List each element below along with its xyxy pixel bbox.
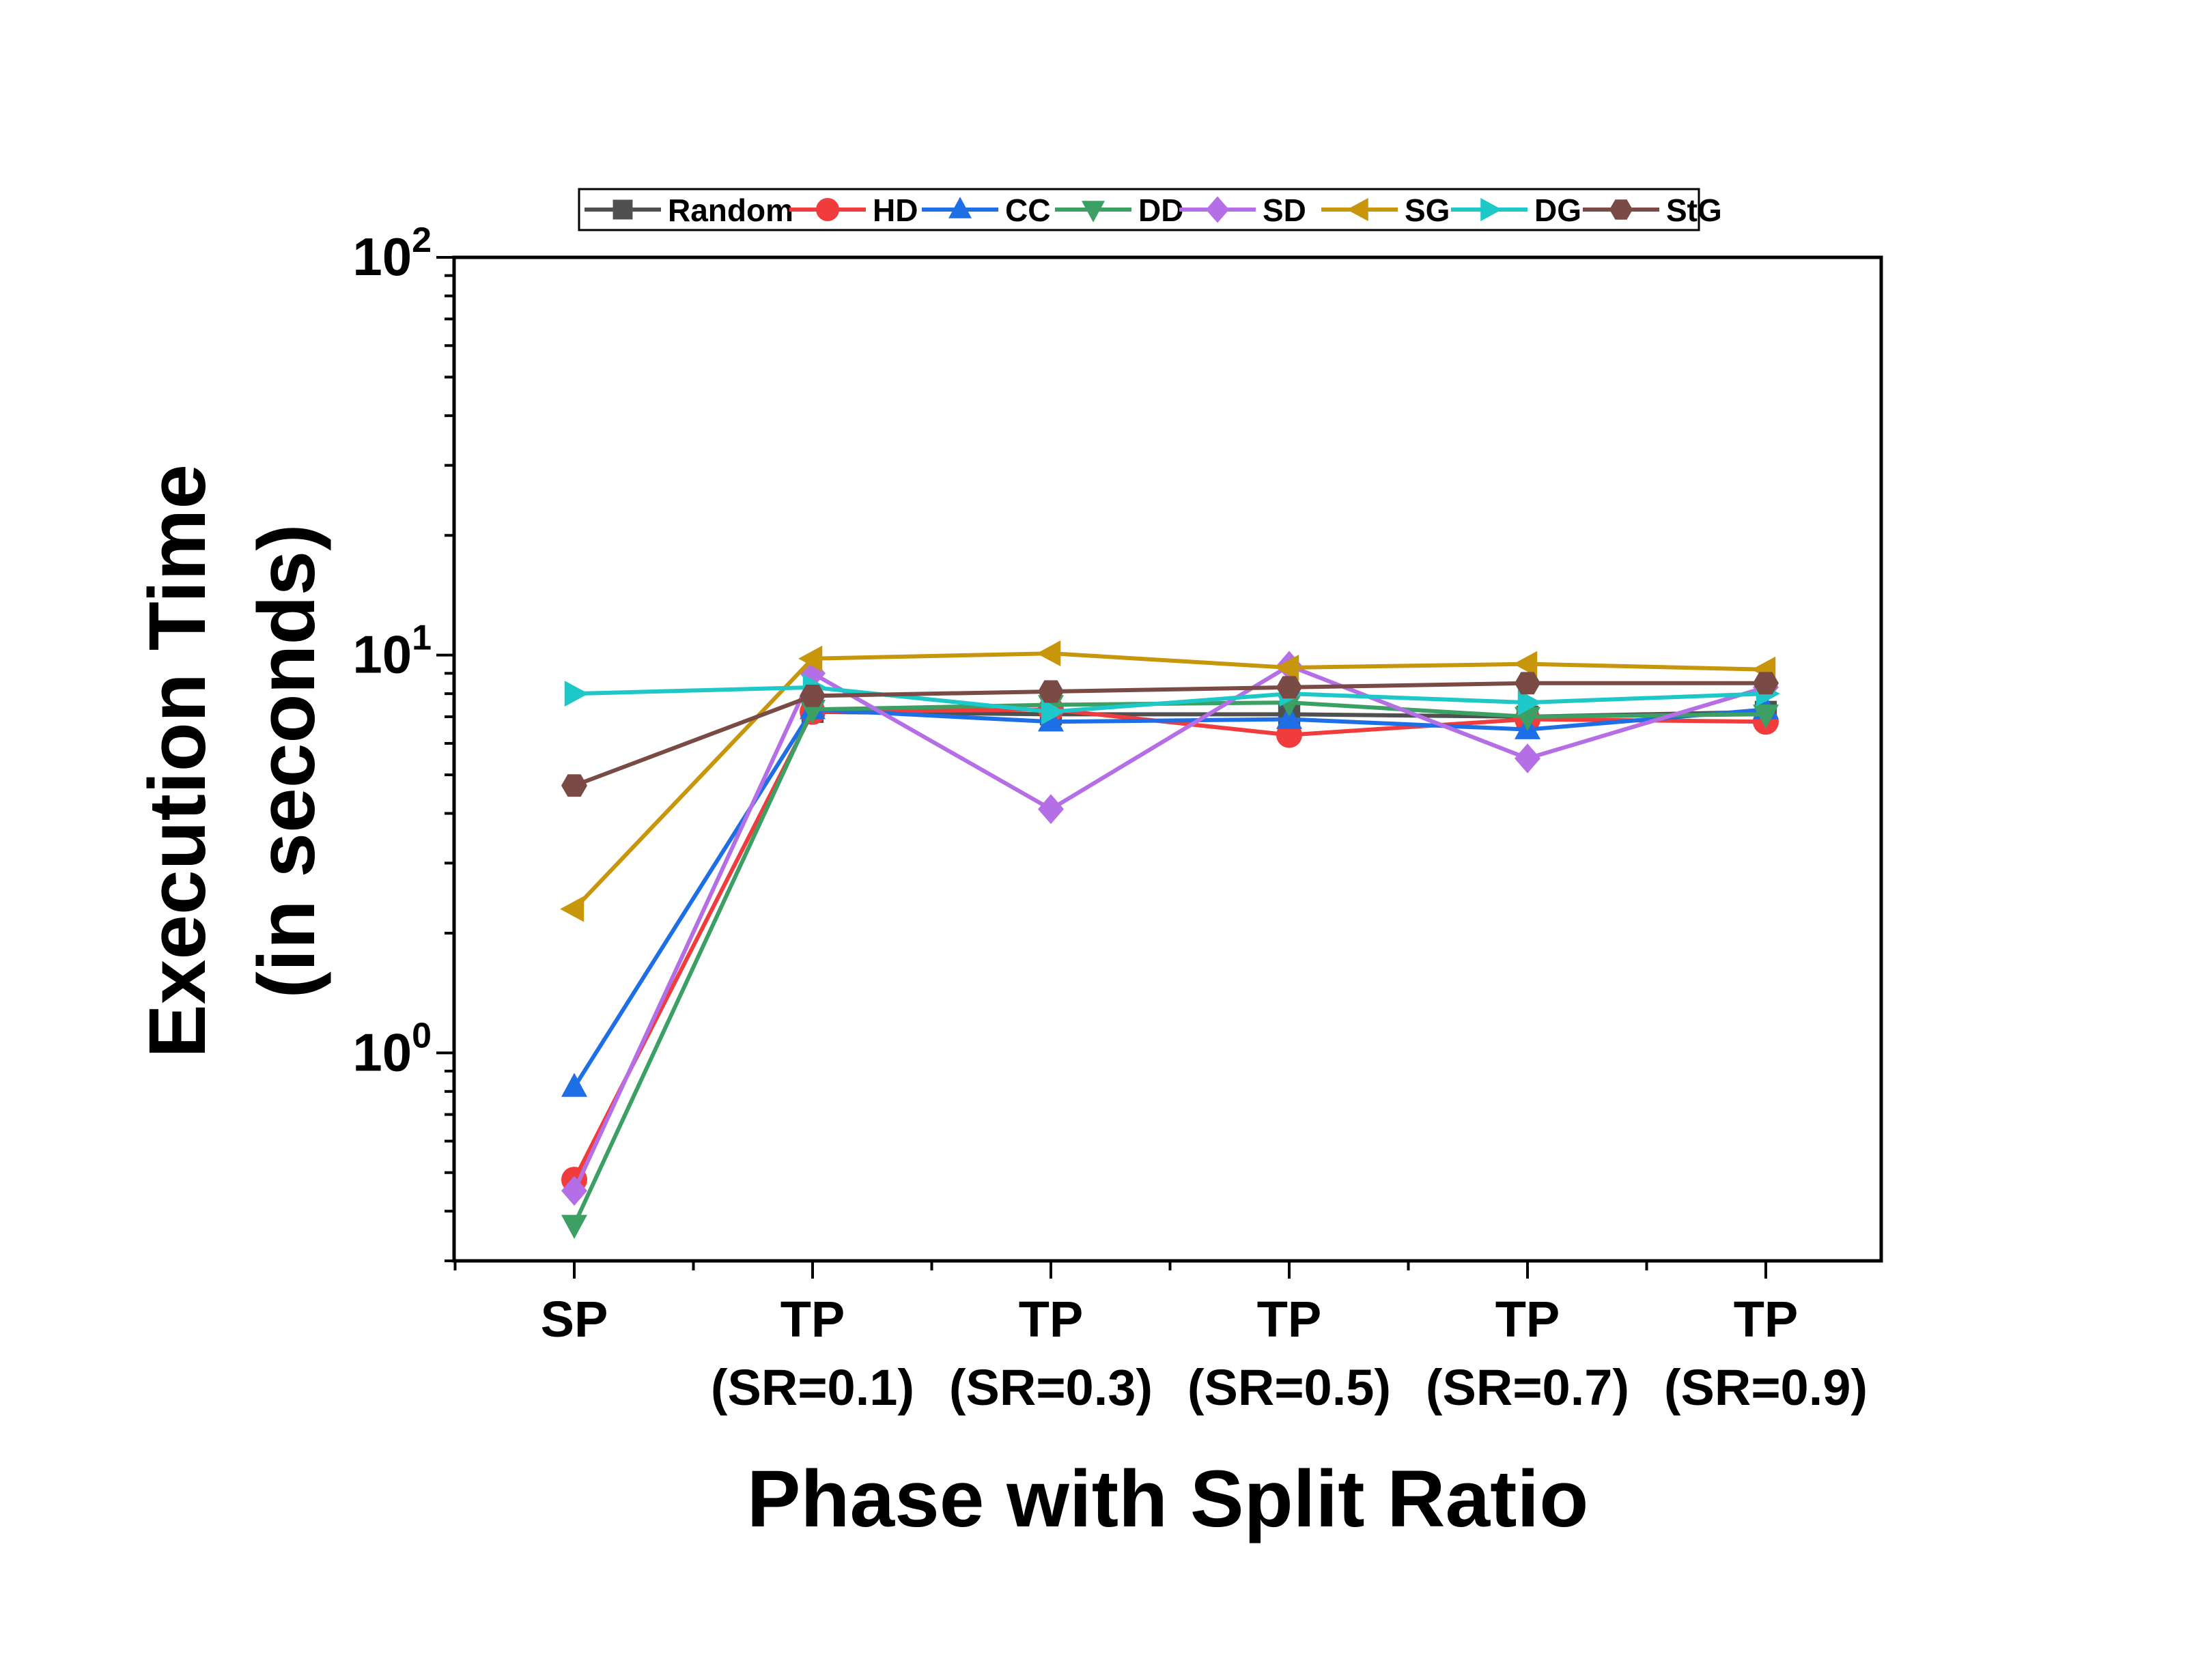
legend-marker bbox=[1206, 196, 1229, 223]
x-tick-label: TP bbox=[1495, 1291, 1560, 1348]
legend-marker bbox=[1347, 198, 1368, 221]
legend-label: DG bbox=[1534, 193, 1581, 228]
series-line bbox=[572, 651, 1766, 911]
y-tick-label-base: 10 bbox=[352, 227, 412, 287]
x-tick-label: (SR=0.1) bbox=[711, 1359, 914, 1416]
legend-label: Random bbox=[668, 193, 793, 228]
series-line bbox=[574, 685, 1766, 714]
x-tick-label: TP bbox=[1257, 1291, 1322, 1348]
y-tick-label: 101 bbox=[352, 618, 432, 685]
legend-marker bbox=[1480, 198, 1502, 221]
data-point bbox=[1515, 672, 1540, 695]
data-point bbox=[798, 645, 823, 672]
data-point bbox=[1037, 640, 1061, 667]
data-point bbox=[1038, 794, 1064, 825]
x-tick-label: TP bbox=[1019, 1291, 1084, 1348]
data-point bbox=[1041, 698, 1065, 725]
x-axis-title: Phase with Split Ratio bbox=[747, 1454, 1589, 1544]
x-tick-label: SP bbox=[541, 1291, 608, 1348]
y-tick-label: 102 bbox=[352, 220, 432, 287]
data-point bbox=[560, 896, 585, 922]
series-line bbox=[573, 681, 1766, 788]
legend-marker bbox=[1609, 199, 1633, 220]
data-point bbox=[1038, 680, 1064, 703]
legend-label: CC bbox=[1005, 193, 1050, 228]
legend-label: DD bbox=[1138, 193, 1183, 228]
y-tick-label-exponent: 1 bbox=[412, 618, 432, 658]
data-point bbox=[1515, 743, 1540, 773]
data-point bbox=[1513, 651, 1538, 677]
y-tick-label-base: 10 bbox=[352, 625, 412, 685]
y-tick-label-exponent: 2 bbox=[412, 220, 432, 260]
data-point bbox=[564, 681, 589, 707]
legend-marker bbox=[1082, 201, 1105, 223]
x-tick-label: (SR=0.9) bbox=[1664, 1359, 1868, 1416]
legend-label: SG bbox=[1405, 193, 1450, 228]
data-point bbox=[1275, 655, 1299, 681]
data-point bbox=[1276, 676, 1302, 699]
x-tick-label: TP bbox=[1734, 1291, 1799, 1348]
series-line bbox=[572, 707, 1766, 1089]
data-point bbox=[1753, 672, 1779, 695]
legend-label: SD bbox=[1263, 193, 1306, 228]
x-tick-label: (SR=0.7) bbox=[1426, 1359, 1629, 1416]
series-stg bbox=[561, 672, 1779, 797]
series-layer bbox=[560, 640, 1780, 1239]
y-tick-label: 100 bbox=[352, 1016, 432, 1082]
x-tick-label: (SR=0.3) bbox=[949, 1359, 1153, 1416]
data-point bbox=[561, 1214, 587, 1239]
legend-label: HD bbox=[873, 193, 918, 228]
legend-marker bbox=[816, 198, 839, 221]
series-sg bbox=[560, 640, 1776, 922]
legend-marker bbox=[613, 199, 633, 220]
data-point bbox=[561, 1072, 587, 1097]
data-point bbox=[1517, 689, 1542, 716]
series-line bbox=[572, 664, 1766, 1192]
legend: Random HD CC DD SD SG DG StG bbox=[578, 188, 1722, 231]
y-tick-label-base: 10 bbox=[352, 1022, 412, 1082]
x-tick-label: TP bbox=[780, 1291, 845, 1348]
plot-frame bbox=[452, 255, 1883, 1263]
y-axis-title-line: (in seconds) bbox=[242, 524, 332, 999]
y-axis-title: Execution Time (in seconds) bbox=[132, 464, 332, 1058]
data-point bbox=[1753, 704, 1779, 729]
data-point bbox=[561, 1176, 587, 1206]
legend-marker bbox=[948, 197, 972, 218]
x-axis-ticks: SP TP (SR=0.1) TP (SR=0.3) TP (SR=0.5) TP (SR=0.… bbox=[453, 1261, 1868, 1416]
x-tick-label: (SR=0.5) bbox=[1187, 1359, 1391, 1416]
data-point bbox=[1276, 704, 1302, 729]
data-point bbox=[800, 684, 826, 707]
y-axis-title-line: Execution Time bbox=[132, 464, 223, 1058]
data-point bbox=[561, 774, 587, 797]
y-tick-label-exponent: 0 bbox=[412, 1016, 432, 1055]
legend-label: StG bbox=[1666, 193, 1722, 228]
